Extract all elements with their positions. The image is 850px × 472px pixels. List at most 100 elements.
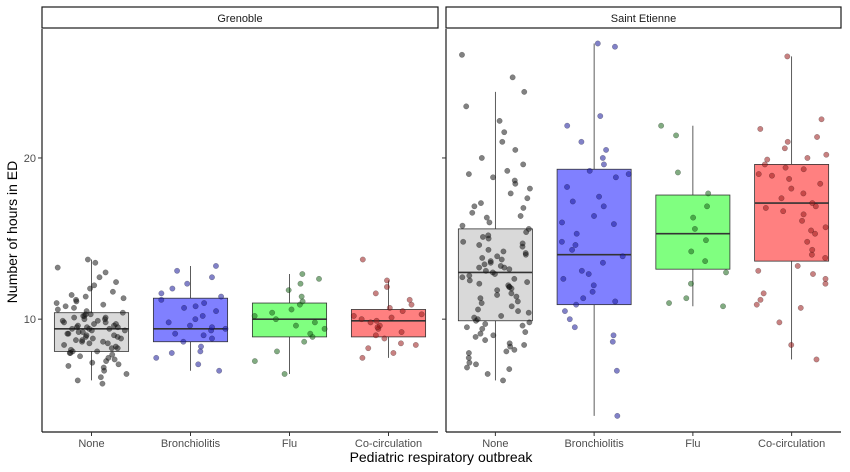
data-point	[610, 332, 617, 339]
data-point	[673, 132, 680, 139]
data-point	[784, 138, 791, 145]
data-point	[517, 213, 524, 219]
data-point	[514, 298, 521, 305]
data-point	[91, 282, 98, 289]
data-point	[800, 211, 807, 218]
data-point	[74, 377, 81, 384]
data-point	[476, 264, 483, 271]
data-point	[504, 167, 511, 174]
data-point	[365, 345, 372, 352]
data-point	[184, 280, 191, 287]
data-point	[578, 138, 585, 145]
data-point	[67, 350, 74, 356]
data-point	[408, 301, 415, 308]
data-point	[704, 203, 710, 210]
data-point	[809, 246, 816, 253]
data-point	[281, 371, 288, 377]
data-point	[406, 296, 413, 303]
data-point	[674, 169, 681, 176]
data-point	[465, 171, 472, 178]
data-point	[578, 267, 585, 274]
axes-layer: Pediatric respiratory outbreak Number of…	[4, 161, 533, 465]
data-point	[485, 232, 492, 239]
data-point	[817, 180, 824, 187]
facet-strip	[445, 6, 842, 29]
data-point	[810, 271, 816, 277]
data-point	[168, 350, 175, 356]
data-point	[519, 322, 526, 329]
data-point	[496, 117, 503, 124]
data-point	[475, 306, 481, 313]
data-point	[479, 254, 486, 261]
data-point	[89, 359, 96, 366]
data-point	[755, 171, 762, 178]
data-point	[780, 208, 787, 215]
data-point	[109, 288, 116, 295]
data-point	[619, 253, 626, 260]
data-point	[788, 342, 795, 348]
data-point	[180, 338, 187, 345]
data-point	[490, 332, 497, 339]
data-point	[473, 361, 479, 368]
data-point	[757, 125, 764, 132]
box-bronchiolitis	[152, 297, 229, 343]
facet-strip	[41, 6, 439, 29]
data-point	[73, 296, 79, 303]
data-point	[594, 40, 601, 47]
data-point	[524, 195, 531, 202]
data-point	[199, 312, 206, 319]
data-point	[612, 174, 619, 181]
data-point	[688, 248, 695, 255]
data-point	[54, 306, 61, 313]
data-point	[374, 324, 381, 331]
data-point	[573, 230, 580, 237]
data-point	[564, 122, 571, 129]
data-point	[269, 309, 276, 316]
data-point	[812, 230, 819, 237]
data-point	[507, 190, 514, 197]
data-point	[115, 361, 122, 368]
data-point	[222, 325, 229, 332]
data-point	[769, 172, 775, 179]
y-axis-title: Number of hours in ED	[4, 161, 20, 303]
data-point	[477, 330, 484, 337]
data-point	[383, 283, 390, 290]
data-point	[512, 146, 519, 153]
data-point	[520, 204, 527, 211]
data-point	[489, 269, 496, 276]
data-point	[683, 295, 690, 302]
data-point	[200, 332, 207, 339]
data-point	[753, 301, 760, 308]
data-point	[569, 246, 576, 253]
data-point	[83, 332, 90, 339]
data-point	[479, 325, 486, 332]
data-point	[603, 146, 610, 153]
data-point	[397, 340, 404, 347]
data-point	[500, 377, 506, 384]
data-point	[481, 261, 488, 268]
data-point	[484, 371, 491, 377]
data-point	[591, 213, 597, 219]
data-point	[299, 298, 306, 305]
data-point	[469, 209, 476, 216]
data-point	[688, 280, 694, 287]
data-point	[68, 292, 75, 298]
data-point	[466, 359, 473, 366]
data-point	[723, 269, 729, 276]
data-point	[466, 272, 473, 279]
data-point	[82, 293, 89, 300]
data-point	[818, 116, 825, 123]
data-point	[197, 348, 204, 355]
panel-1: Saint Etienne None Bronchiolitis Flu Co-circ…	[442, 6, 842, 450]
data-point	[705, 190, 712, 197]
data-point	[181, 304, 188, 311]
data-point	[519, 240, 526, 247]
data-point	[822, 254, 829, 261]
data-point	[526, 319, 533, 326]
data-point	[506, 266, 513, 273]
data-point	[121, 327, 128, 334]
facet-strip-label: Grenoble	[217, 13, 262, 25]
data-point	[59, 317, 66, 324]
data-point	[498, 256, 505, 263]
data-point	[418, 311, 425, 318]
